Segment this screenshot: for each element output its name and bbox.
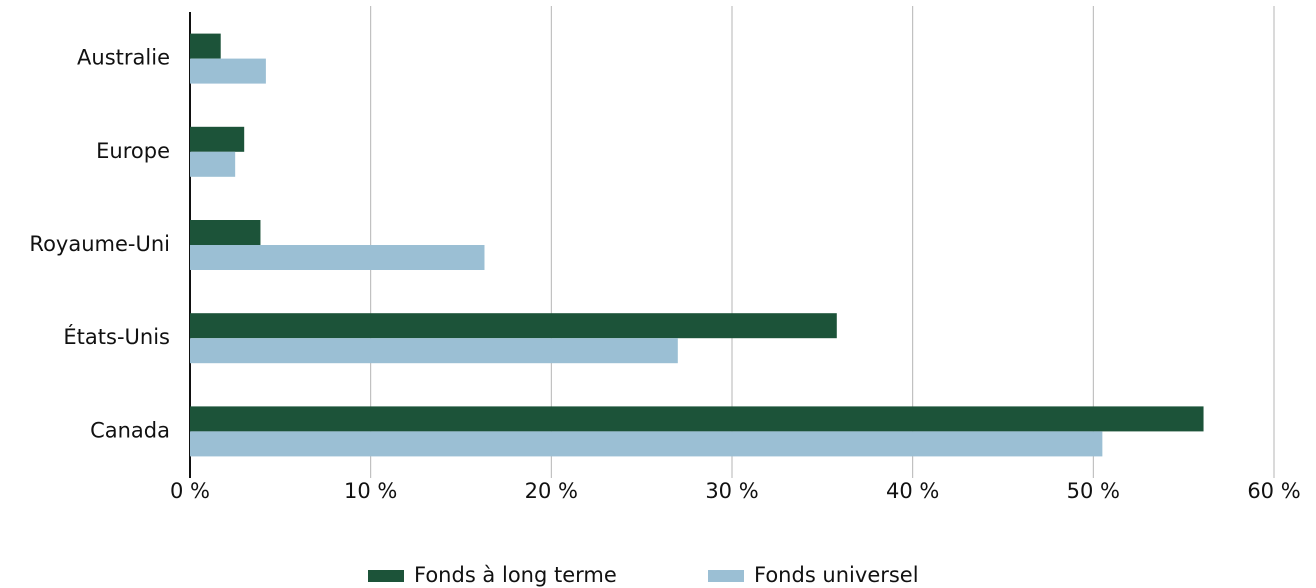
bar: [190, 431, 1103, 457]
legend-label: Fonds universel: [754, 563, 919, 587]
bar: [190, 126, 245, 152]
bar: [190, 33, 221, 59]
legend-swatch: [368, 570, 404, 582]
x-tick-label: 50 %: [1067, 479, 1120, 503]
bar: [190, 58, 266, 84]
bar: [190, 245, 485, 270]
bar: [190, 220, 261, 245]
bar: [190, 313, 837, 339]
x-tick-label: 60 %: [1247, 479, 1300, 503]
y-tick-label: Europe: [96, 139, 170, 163]
y-tick-label: Australie: [77, 46, 170, 70]
x-tick-label: 0 %: [170, 479, 210, 503]
y-tick-label: Canada: [90, 418, 170, 442]
x-tick-label: 30 %: [705, 479, 758, 503]
x-tick-label: 20 %: [525, 479, 578, 503]
x-tick-label: 10 %: [344, 479, 397, 503]
y-tick-label: États-Unis: [63, 324, 170, 349]
x-tick-label: 40 %: [886, 479, 939, 503]
y-tick-label: Royaume-Uni: [29, 232, 170, 256]
bar: [190, 338, 678, 364]
legend-label: Fonds à long terme: [414, 563, 617, 587]
bar: [190, 406, 1204, 432]
bar: [190, 151, 236, 177]
legend-swatch: [708, 570, 744, 582]
